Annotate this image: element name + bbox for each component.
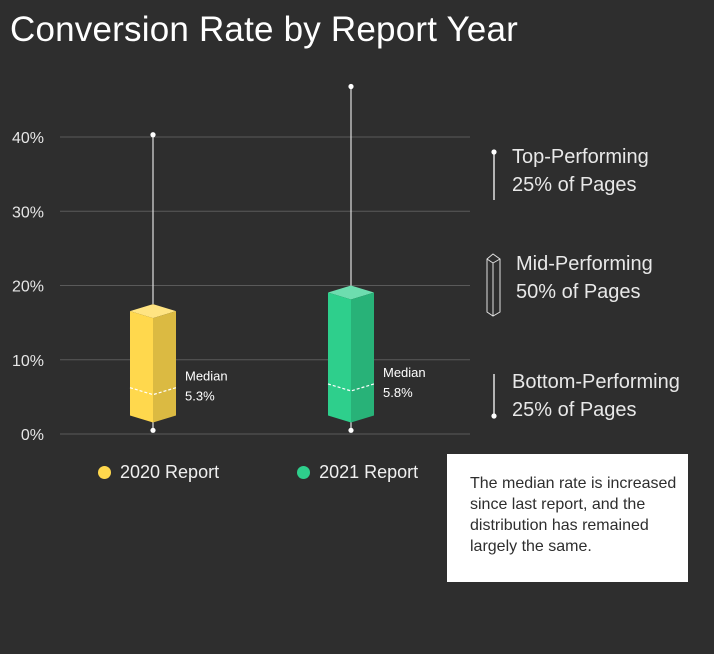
y-tick-label: 30% — [12, 204, 44, 221]
box-2021-report: Median 5.8% — [327, 83, 426, 433]
median-label: Median — [383, 365, 426, 380]
legend-dot-2021 — [297, 466, 311, 479]
legend-dot-2020 — [98, 466, 111, 479]
key-mid-line1: Mid-Performing — [516, 253, 653, 275]
key-mid-glyph — [486, 253, 501, 317]
note-box: The median rate is increased since last … — [447, 454, 688, 582]
min-point — [150, 427, 156, 433]
min-point — [348, 427, 354, 433]
legend-item-2021: 2021 Report — [297, 462, 418, 483]
chart-title: Conversion Rate by Report Year — [10, 10, 518, 49]
boxes: Median 5.3% Median 5.8% — [129, 83, 426, 433]
legend-label-2021: 2021 Report — [319, 462, 419, 482]
legend-item-2020: 2020 Report — [98, 462, 219, 483]
key-mid-line2: 50% of Pages — [516, 281, 641, 303]
median-label: Median — [185, 369, 228, 384]
y-tick-label: 10% — [12, 353, 44, 370]
y-tick-label: 40% — [12, 130, 44, 147]
median-line — [129, 387, 177, 396]
median-value: 5.3% — [185, 389, 215, 404]
legend: 2020 Report 2021 Report — [98, 462, 418, 483]
box-right-face — [153, 311, 176, 423]
key-bottom-glyph — [491, 374, 497, 419]
median-value: 5.8% — [383, 385, 413, 400]
legend-label-2020: 2020 Report — [120, 462, 220, 482]
y-axis-ticks: 0% 10% 20% 30% 40% — [12, 130, 44, 444]
y-tick-label: 0% — [21, 427, 44, 444]
key-top-line2: 25% of Pages — [512, 174, 637, 196]
max-point — [348, 83, 354, 90]
key-top-line1: Top-Performing — [512, 146, 649, 168]
key-bottom-line2: 25% of Pages — [512, 399, 637, 421]
key-top-glyph — [491, 149, 497, 200]
key-bottom-line1: Bottom-Performing — [512, 371, 680, 393]
box-left-face — [130, 311, 153, 423]
max-point — [150, 132, 156, 138]
box-left-face — [328, 292, 351, 423]
grid-layer — [60, 136, 470, 435]
y-tick-label: 20% — [12, 279, 44, 296]
median-line — [327, 383, 375, 392]
box-2020-report: Median 5.3% — [129, 132, 228, 433]
box-right-face — [351, 292, 374, 423]
